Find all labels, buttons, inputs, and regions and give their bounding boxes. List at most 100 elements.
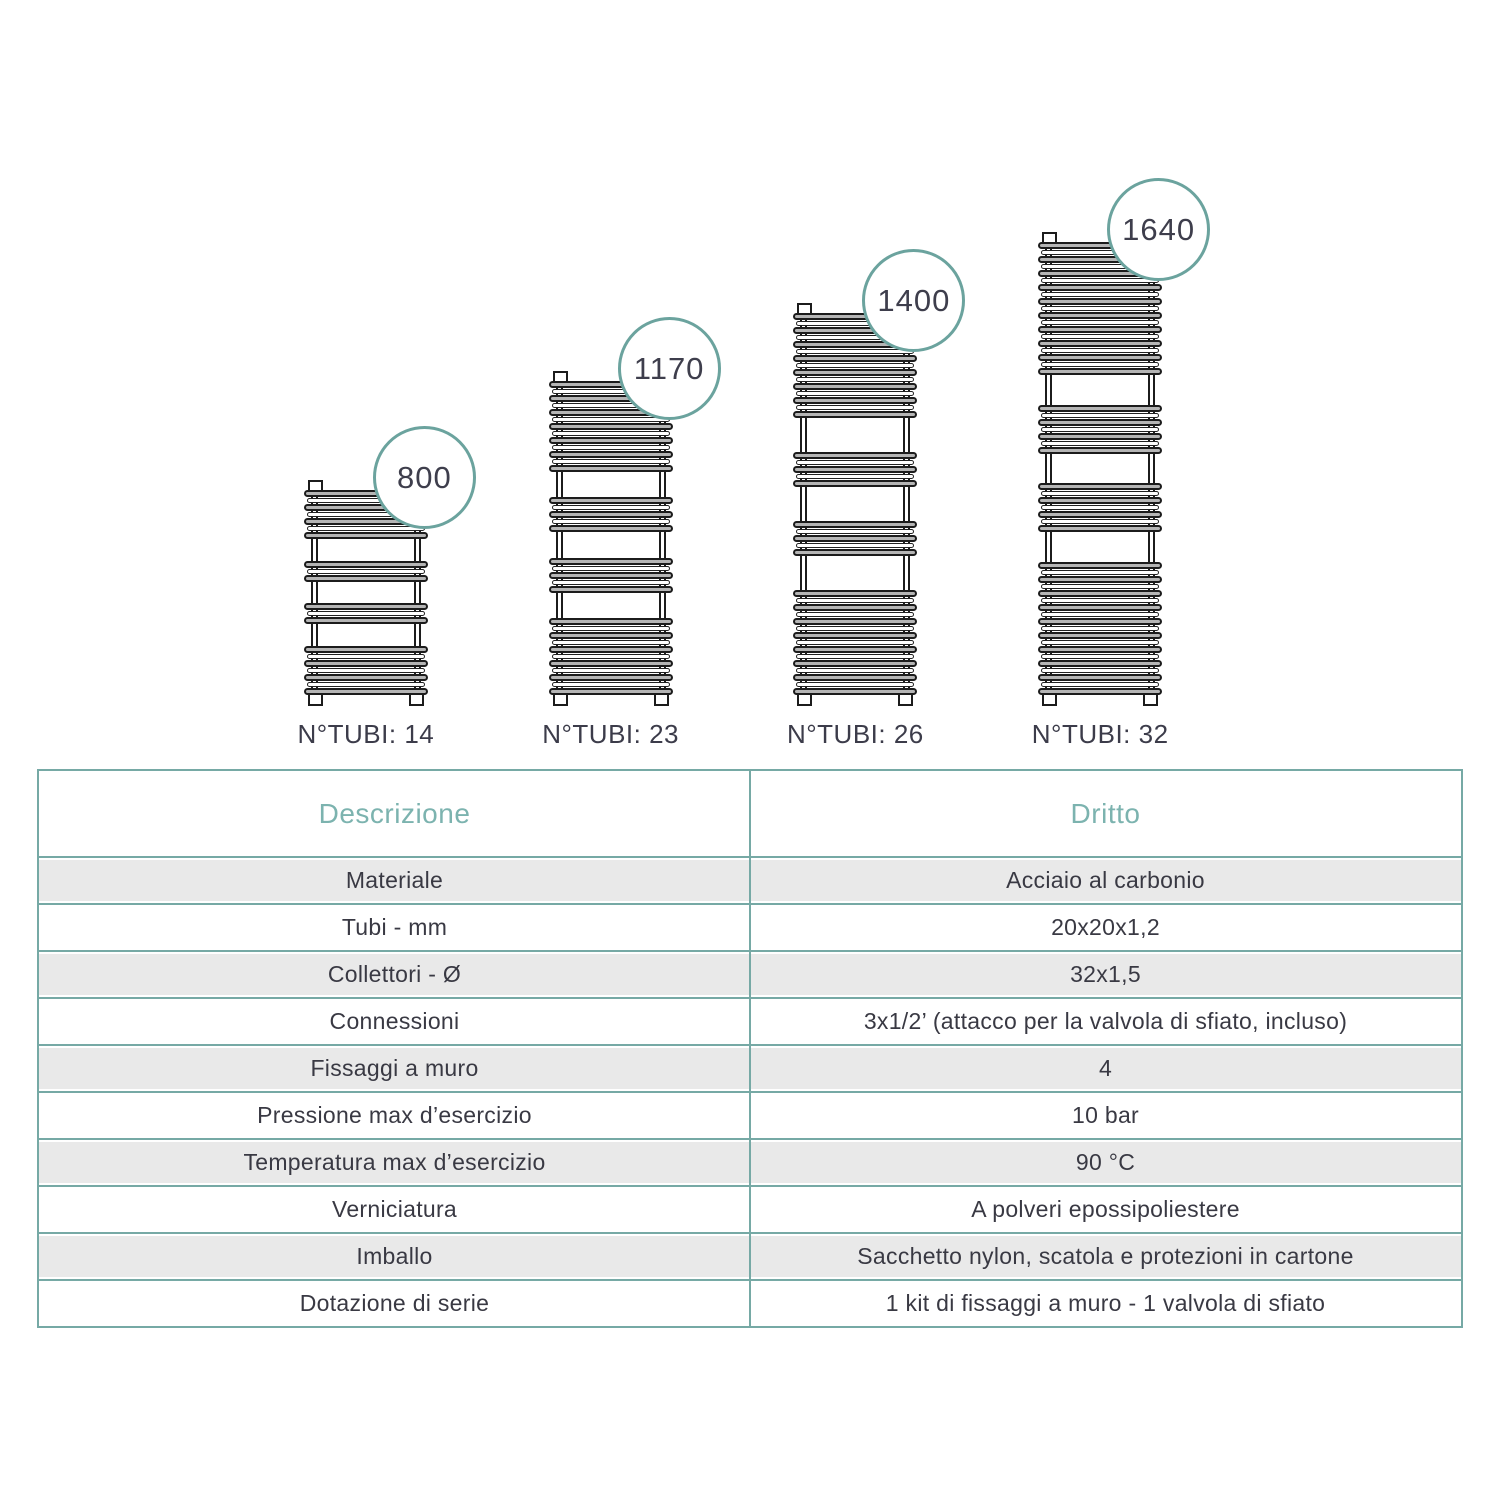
height-badge: 1170 — [617, 317, 721, 420]
tube — [1038, 354, 1163, 361]
back-tube — [306, 526, 425, 531]
back-tube — [306, 568, 425, 574]
back-tube — [796, 529, 915, 534]
spec-value: Acciaio al carbonio — [1006, 867, 1205, 893]
back-tube — [551, 639, 670, 645]
tube-group — [793, 590, 918, 695]
tube-group — [548, 497, 673, 533]
tube — [1038, 312, 1163, 319]
back-tube — [1041, 426, 1160, 432]
spec-value: 90 °C — [1075, 1149, 1136, 1175]
tube — [548, 511, 673, 519]
back-tube — [796, 543, 915, 548]
tube-group — [1038, 483, 1163, 533]
radiator-column: 800 N°TUBI: 14 — [297, 426, 476, 750]
tube — [548, 465, 673, 472]
tube — [793, 618, 918, 625]
tube — [548, 645, 673, 653]
back-tube — [796, 626, 915, 631]
tube — [548, 525, 673, 533]
height-badge-value: 1640 — [1122, 211, 1196, 247]
spec-label: Tubi - mm — [341, 914, 448, 940]
tube — [793, 369, 918, 376]
tube — [793, 688, 918, 695]
tube-count-label: N°TUBI: 14 — [297, 719, 435, 749]
tube — [303, 687, 428, 695]
radiator-figure: 800 — [303, 426, 476, 706]
radiator-figure: 1640 — [1038, 178, 1211, 706]
tube — [1038, 603, 1163, 611]
tube — [1038, 298, 1163, 305]
tube — [1038, 404, 1163, 412]
tube — [1038, 589, 1163, 597]
back-tube — [1041, 334, 1160, 339]
spec-label: Pressione max d’esercizio — [257, 1102, 532, 1128]
back-tube — [796, 377, 915, 382]
back-tube — [796, 391, 915, 396]
tube — [303, 617, 428, 625]
back-tube — [796, 405, 915, 410]
back-tube — [551, 653, 670, 659]
back-tube — [1041, 440, 1160, 446]
tube — [1038, 575, 1163, 583]
tube-group — [1038, 561, 1163, 695]
tube — [1038, 511, 1163, 519]
radiator-figure: 1170 — [548, 317, 721, 706]
tube — [548, 497, 673, 505]
tube — [303, 603, 428, 611]
radiator-drawing — [1038, 232, 1163, 706]
tube — [548, 659, 673, 667]
tube — [548, 437, 673, 444]
tube — [793, 480, 918, 487]
tube-group — [303, 560, 428, 582]
back-tube — [306, 653, 425, 659]
back-tube — [551, 505, 670, 511]
back-tube — [1041, 597, 1160, 603]
tube — [548, 423, 673, 430]
spec-value: 20x20x1,2 — [1051, 914, 1160, 940]
back-tube — [551, 431, 670, 436]
tube-group — [793, 313, 918, 418]
tube — [1038, 326, 1163, 333]
back-tube — [1041, 667, 1160, 673]
back-tube — [1041, 611, 1160, 617]
back-tube — [1041, 306, 1160, 311]
back-tube — [796, 640, 915, 645]
tube-group — [548, 557, 673, 593]
tube — [1038, 673, 1163, 681]
tube-group — [548, 617, 673, 695]
back-tube — [551, 445, 670, 450]
tube-count-label: N°TUBI: 32 — [1031, 719, 1169, 749]
tube — [303, 560, 428, 568]
height-badge-value: 1170 — [633, 350, 705, 386]
tube — [1038, 561, 1163, 569]
tube-group — [793, 521, 918, 556]
tube — [1038, 631, 1163, 639]
tube — [793, 397, 918, 404]
tube — [793, 660, 918, 667]
tube — [548, 571, 673, 579]
back-tube — [1041, 505, 1160, 511]
spec-label: Dotazione di serie — [299, 1290, 490, 1316]
tube — [793, 549, 918, 556]
height-badge-value: 800 — [396, 459, 452, 495]
tube-group — [303, 603, 428, 625]
tube — [1038, 617, 1163, 625]
tube — [1038, 368, 1163, 375]
back-tube — [1041, 491, 1160, 497]
descrizione-header: Descrizione — [318, 797, 471, 829]
spec-value: 1 kit di fissaggi a muro - 1 valvola di … — [885, 1290, 1326, 1316]
tube — [1038, 687, 1163, 695]
tube — [548, 585, 673, 593]
tube — [793, 535, 918, 542]
back-tube — [306, 611, 425, 617]
spec-label: Fissaggi a muro — [310, 1055, 479, 1081]
back-tube — [1041, 519, 1160, 525]
back-tube — [1041, 653, 1160, 659]
back-tube — [796, 460, 915, 465]
back-tube — [1041, 583, 1160, 589]
tube — [303, 659, 428, 667]
back-tube — [1041, 292, 1160, 297]
spec-value: A polveri epossipoliestere — [971, 1196, 1240, 1222]
